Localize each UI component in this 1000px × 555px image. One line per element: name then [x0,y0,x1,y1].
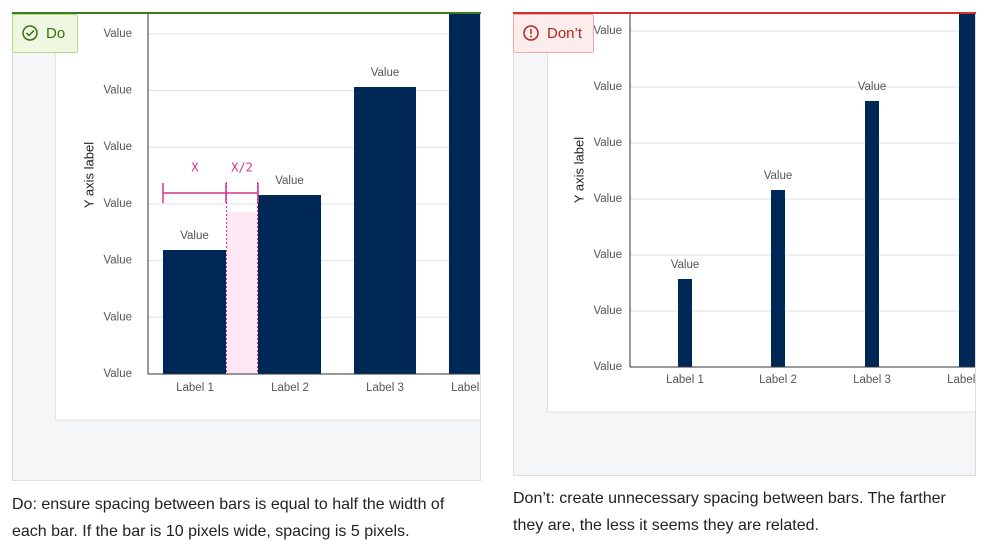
annotation: X [191,161,199,175]
bar [449,14,480,374]
bar-label: Value [275,175,304,187]
badge-label: Don’t [547,25,583,42]
y-tick-label: Value [593,137,622,149]
y-tick-label: Value [103,141,132,153]
badge-icon [530,35,532,38]
x-tick-label: Label 3 [366,382,404,394]
y-tick-label: Value [593,361,622,373]
badge-icon [25,29,35,37]
y-axis-label: Y axis label [81,142,96,208]
caption: they are, the less it seems they are rel… [513,517,819,534]
bar [771,190,785,367]
y-tick-label: Value [103,311,132,323]
y-tick-label: Value [593,305,622,317]
y-tick-label: Value [103,85,132,97]
card [547,12,975,413]
chart-area: Label 1 Label 2 Label 3 Label 4 [547,12,985,413]
x-tick-label: Label 2 [759,374,797,386]
bar [354,87,416,374]
bar-label: Value [858,81,887,93]
caption: Don’t: create unnecessary spacing betwee… [513,490,947,507]
chart-area: Label 1 Label 2 Label 3 Label 4 [55,12,489,421]
badge-icon [523,25,539,41]
spacing-highlight [226,212,258,374]
y-tick-label: Value [103,198,132,210]
guideline-panel: Label 1 Label 2 Label 3 Label 4 Value Value Va… [513,12,985,534]
bar-label: Value [371,67,400,79]
annotation: X/2 [231,161,253,175]
caption: Do: ensure spacing between bars is equal… [12,496,445,513]
x-tick-label: Label 1 [666,374,704,386]
bar [959,14,975,367]
x-tick-label: Label 4 [451,382,489,394]
y-tick-label: Value [103,368,132,380]
y-axis-label: Y axis label [571,137,586,203]
x-tick-label: Label 3 [853,374,891,386]
badge [513,14,594,53]
y-tick-label: Value [593,25,622,37]
y-tick-label: Value [593,193,622,205]
bar [678,279,692,367]
bar-label: Value [764,170,793,182]
badge-label: Do [46,25,65,42]
x-tick-label: Label 1 [176,382,214,394]
guideline-panel: Label 1 Label 2 Label 3 Label 4 Value Value Va… [12,12,489,540]
bar-label: Value [671,259,700,271]
y-tick-label: Value [593,81,622,93]
bar [865,101,879,367]
bar [258,195,321,374]
x-tick-label: Label 4 [947,374,985,386]
x-tick-label: Label 2 [271,382,309,394]
y-tick-label: Value [103,28,132,40]
y-tick-label: Value [103,255,132,267]
badge [12,14,78,53]
caption: each bar. If the bar is 10 pixels wide, … [12,523,410,540]
badge-icon [22,25,38,41]
bar-label: Value [180,230,209,242]
bar [163,250,226,374]
y-tick-label: Value [593,249,622,261]
